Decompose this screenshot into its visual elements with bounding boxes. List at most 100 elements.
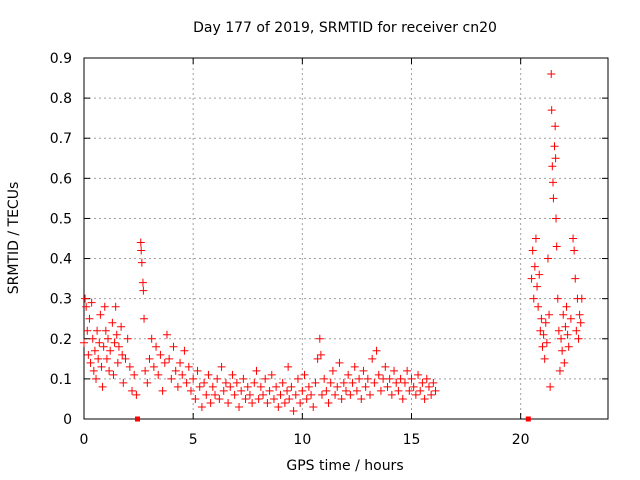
data-point — [527, 274, 536, 283]
data-point — [121, 354, 130, 363]
data-point — [221, 378, 230, 387]
data-point — [298, 386, 307, 395]
data-point — [552, 214, 561, 223]
data-point — [206, 398, 215, 407]
data-point — [431, 386, 440, 395]
data-point — [529, 294, 538, 303]
data-point — [95, 338, 104, 347]
data-point — [540, 354, 549, 363]
data-point — [546, 382, 555, 391]
data-point — [333, 382, 342, 391]
data-point — [97, 362, 106, 371]
data-point — [98, 382, 107, 391]
data-point — [248, 398, 257, 407]
data-point — [111, 302, 120, 311]
data-point — [243, 382, 252, 391]
data-point — [219, 386, 228, 395]
data-point — [575, 310, 584, 319]
grid-lines — [84, 58, 608, 419]
data-point — [322, 386, 331, 395]
data-point — [138, 278, 147, 287]
data-point — [165, 354, 174, 363]
data-point — [309, 402, 318, 411]
data-point — [208, 382, 217, 391]
data-point — [114, 342, 123, 351]
data-point — [348, 378, 357, 387]
data-point — [100, 302, 109, 311]
chart-title: Day 177 of 2019, SRMTID for receiver cn2… — [193, 20, 497, 36]
x-tick-label: 10 — [293, 432, 311, 448]
data-point — [547, 106, 556, 115]
data-point — [548, 178, 557, 187]
data-point — [571, 274, 580, 283]
data-point — [200, 378, 209, 387]
data-point — [551, 154, 560, 163]
data-point — [102, 354, 111, 363]
data-point — [269, 394, 278, 403]
data-point — [392, 378, 401, 387]
data-point — [577, 294, 586, 303]
data-point — [566, 314, 575, 323]
data-point — [572, 326, 581, 335]
data-point — [352, 386, 361, 395]
data-point — [335, 358, 344, 367]
data-point — [280, 398, 289, 407]
data-point — [534, 302, 543, 311]
data-point — [245, 390, 254, 399]
data-point — [326, 378, 335, 387]
data-point — [405, 386, 414, 395]
plot-area-border — [83, 57, 609, 420]
data-point — [570, 246, 579, 255]
y-tick-label: 0.3 — [50, 292, 72, 308]
data-point — [186, 386, 195, 395]
data-point — [320, 374, 329, 383]
data-point — [224, 398, 233, 407]
data-point — [403, 366, 412, 375]
data-point — [87, 298, 96, 307]
data-point — [123, 334, 132, 343]
data-point — [184, 362, 193, 371]
data-point — [370, 378, 379, 387]
data-point — [357, 394, 366, 403]
data-point — [239, 374, 248, 383]
data-point — [230, 390, 239, 399]
data-point — [93, 326, 102, 335]
data-point — [558, 346, 567, 355]
data-point — [551, 122, 560, 131]
data-point — [82, 302, 91, 311]
data-point — [215, 394, 224, 403]
data-point — [99, 342, 108, 351]
data-point — [195, 382, 204, 391]
data-point — [361, 382, 370, 391]
data-point — [374, 370, 383, 379]
data-point — [235, 402, 244, 411]
data-points — [80, 70, 586, 422]
data-point — [563, 330, 572, 339]
data-point — [542, 338, 551, 347]
data-point — [543, 254, 552, 263]
data-point — [88, 334, 97, 343]
gap-marker — [134, 416, 140, 422]
data-point — [254, 394, 263, 403]
data-point — [80, 338, 88, 347]
y-tick-label: 0.2 — [50, 332, 72, 348]
data-point — [101, 326, 110, 335]
data-point — [86, 358, 95, 367]
data-point — [398, 394, 407, 403]
data-point — [416, 386, 425, 395]
data-point — [158, 386, 167, 395]
data-point — [285, 394, 294, 403]
data-point — [355, 374, 364, 383]
data-point — [259, 390, 268, 399]
data-point — [85, 314, 94, 323]
data-point — [96, 310, 105, 319]
x-tick-label: 15 — [403, 432, 421, 448]
data-point — [549, 194, 558, 203]
data-point — [149, 362, 158, 371]
data-point — [311, 378, 320, 387]
data-point — [112, 330, 121, 339]
data-point — [84, 350, 93, 359]
data-point — [128, 386, 137, 395]
data-point — [90, 346, 99, 355]
